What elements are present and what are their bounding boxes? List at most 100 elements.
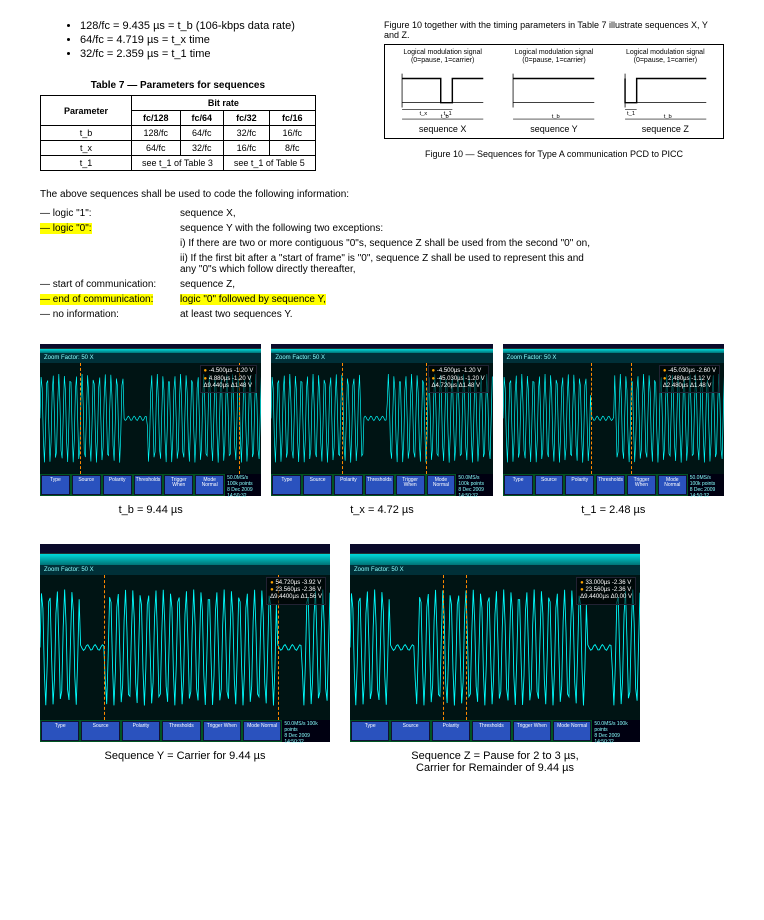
seq-label: sequence Z [642,124,689,134]
cell: 16/fc [223,141,269,156]
cursor-line [342,363,343,474]
scope-button[interactable]: Type [504,475,533,495]
scope-button[interactable]: Polarity [432,721,470,741]
figure10-intro: Figure 10 together with the timing param… [384,20,724,40]
scope-zoombar: Zoom Factor: 50 X [503,353,724,363]
scope-info: 50.0MS/s 100k points8 Dec 2009 14:50:32 [456,474,492,496]
scope-button[interactable]: Thresholds [365,475,394,495]
cursor-line [443,575,444,720]
scope-button[interactable]: Polarity [103,475,132,495]
th-col: fc/64 [180,111,223,126]
th-parameter: Parameter [41,96,132,126]
oscilloscope-screenshot: Zoom Factor: 50 X● -45.030µs -2.60 V● 2.… [503,344,724,496]
coding-row: — logic "0":sequence Y with the followin… [40,223,724,234]
scope-button[interactable]: Thresholds [596,475,625,495]
oscilloscope-screenshot: Zoom Factor: 50 X● -4.500µs -1.20 V● 4.8… [40,344,261,496]
coding-key: — no information: [40,309,180,320]
scope-bottom-bar: TypeSourcePolarityThresholdsTrigger When… [503,474,724,496]
table7: Table 7 — Parameters for sequences Param… [40,80,316,171]
scope-button[interactable]: Mode Normal [243,721,281,741]
scope-button[interactable]: Type [351,721,389,741]
cell: t_b [41,126,132,141]
scope-button[interactable]: Mode Normal [553,721,591,741]
scope-button[interactable]: Type [41,721,79,741]
bullet-item: 32/fc = 2.359 µs = t_1 time [80,48,316,60]
coding-subnote: i) If there are two or more contiguous "… [180,238,600,249]
th-col: fc/16 [269,111,315,126]
scope-button[interactable]: Thresholds [162,721,200,741]
scope-button[interactable]: Type [272,475,301,495]
scope-bottom-bar: TypeSourcePolarityThresholdsTrigger When… [40,474,261,496]
scope-button[interactable]: Thresholds [134,475,163,495]
cursor-line [466,575,467,720]
scope-button[interactable]: Mode Normal [427,475,456,495]
scope-button[interactable]: Mode Normal [195,475,224,495]
cell: 128/fc [132,126,181,141]
svg-text:t_x: t_x [419,112,427,118]
scope-column: Zoom Factor: 50 X● -45.030µs -2.60 V● 2.… [503,344,724,516]
cell: 32/fc [180,141,223,156]
cell: see t_1 of Table 5 [223,156,315,171]
scope-wave-area: ● -4.500µs -1.20 V● -45.030µs -1.20 VΔ4.… [271,363,492,474]
scope-button[interactable]: Source [535,475,564,495]
mod-panel-y: Logical modulation signal (0=pause, 1=ca… [500,49,607,134]
scope-topbar [350,544,640,554]
scope-column: Zoom Factor: 50 X● 33.000µs -2.36 V● 23.… [350,544,640,774]
scope-info: 50.0MS/s 100k points8 Dec 2009 14:50:32 [688,474,724,496]
seq-label: sequence X [419,124,467,134]
coding-row: — no information:at least two sequences … [40,309,724,320]
scope-button[interactable]: Type [41,475,70,495]
bullet-list: 128/fc = 9.435 µs = t_b (106-kbps data r… [40,20,316,60]
scope-wave-area: ● 54.720µs -3.92 V● 23.560µs -2.36 VΔ9.4… [40,575,330,720]
scope-button[interactable]: Trigger When [396,475,425,495]
scopes-row-2: Zoom Factor: 50 X ● 54.720µs -3.92 V● 23.… [40,544,724,774]
scope-button[interactable]: Source [72,475,101,495]
scope-column: Zoom Factor: 50 X● -4.500µs -1.20 V● -45… [271,344,492,516]
scope-wave-area: ● -45.030µs -2.60 V● 2.480µs -1.12 VΔ2.4… [503,363,724,474]
coding-val: at least two sequences Y. [180,309,724,320]
scope-button[interactable]: Trigger When [164,475,193,495]
table-row: t_b 128/fc 64/fc 32/fc 16/fc [41,126,316,141]
waveform-x-icon: t_x t_1 t_b [389,64,496,122]
mod-panel-x: Logical modulation signal (0=pause, 1=ca… [389,49,496,134]
figure10-caption: Figure 10 — Sequences for Type A communi… [384,149,724,159]
cursor-line [591,363,592,474]
cell: 64/fc [180,126,223,141]
scope-column: Zoom Factor: 50 X● 54.720µs -3.92 V● 23.… [40,544,330,774]
coding-row: — logic "1":sequence X, [40,208,724,219]
scope-button[interactable]: Trigger When [203,721,241,741]
coding-key: — logic "1": [40,208,180,219]
scope-bottom-bar: TypeSourcePolarityThresholdsTrigger When… [271,474,492,496]
scopes-row-1: Zoom Factor: 50 X ● -4.500µs -1.20 V● 4.8… [40,344,724,516]
cursor-line [631,363,632,474]
svg-text:t_b: t_b [663,115,671,121]
scope-button[interactable]: Source [391,721,429,741]
table7-table: Parameter Bit rate fc/128 fc/64 fc/32 fc… [40,95,316,171]
top-row: 128/fc = 9.435 µs = t_b (106-kbps data r… [40,20,724,171]
cursor-line [104,575,105,720]
scope-spectrum [40,349,261,354]
scope-button[interactable]: Mode Normal [658,475,687,495]
cell: see t_1 of Table 3 [132,156,224,171]
scope-zoombar: Zoom Factor: 50 X [350,565,640,575]
scope-spectrum [271,349,492,354]
bullet-item: 64/fc = 4.719 µs = t_x time [80,34,316,46]
scope-button[interactable]: Source [81,721,119,741]
cell: t_x [41,141,132,156]
scope-caption: t_b = 9.44 µs [119,504,183,516]
scope-button[interactable]: Trigger When [627,475,656,495]
scope-button[interactable]: Trigger When [513,721,551,741]
coding-val: sequence Z, [180,279,724,290]
scope-button[interactable]: Polarity [334,475,363,495]
scope-button[interactable]: Polarity [122,721,160,741]
scope-spectrum [503,349,724,354]
scope-button[interactable]: Thresholds [472,721,510,741]
measurement-box: ● -4.500µs -1.20 V● 4.880µs -1.20 VΔ9.44… [200,365,258,393]
th-col: fc/32 [223,111,269,126]
scope-button[interactable]: Source [303,475,332,495]
measurement-box: ● -4.500µs -1.20 V● -45.030µs -1.20 VΔ4.… [428,365,489,393]
scope-column: Zoom Factor: 50 X● -4.500µs -1.20 V● 4.8… [40,344,261,516]
scope-button[interactable]: Polarity [565,475,594,495]
cell: 64/fc [132,141,181,156]
table-row: t_x 64/fc 32/fc 16/fc 8/fc [41,141,316,156]
